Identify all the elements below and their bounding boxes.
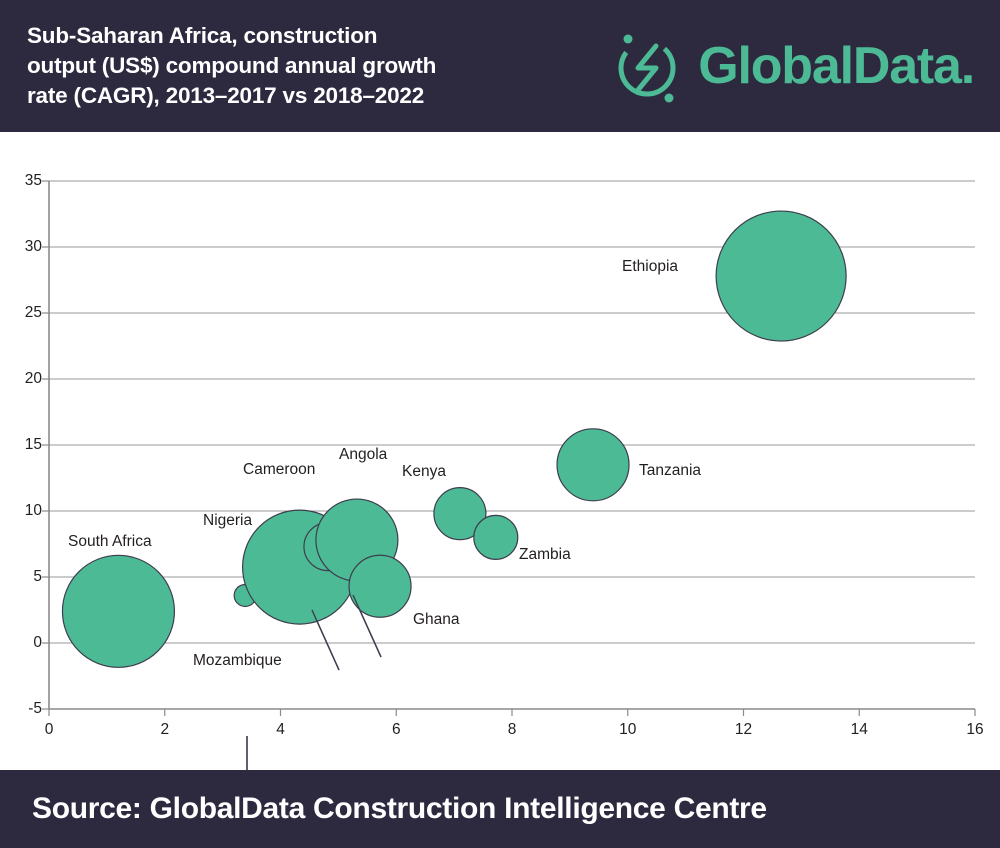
logo-wordmark: GlobalData.: [698, 37, 975, 95]
bubble-label-cameroon: Cameroon: [243, 461, 316, 478]
chart-canvas: [42, 180, 976, 770]
y-axis-tick-label: 0: [33, 634, 42, 651]
x-axis-tick-label: 10: [619, 721, 637, 738]
bubble-zambia[interactable]: [473, 514, 519, 560]
header-bar: Sub-Saharan Africa, construction output …: [0, 0, 1000, 132]
x-axis-tick-label: 2: [160, 721, 170, 738]
bubble-label-mozambique: Mozambique: [193, 652, 282, 669]
y-axis-tick-label: 30: [24, 238, 42, 255]
page-title: Sub-Saharan Africa, construction output …: [27, 23, 437, 108]
bubble-ethiopia[interactable]: [715, 210, 847, 342]
y-axis-tick-label: 5: [33, 568, 42, 585]
footer-bar: Source: GlobalData Construction Intellig…: [0, 770, 1000, 848]
globaldata-circle-slash-icon: [618, 34, 676, 103]
y-axis-tick-label: 35: [24, 172, 42, 189]
x-axis-tick-label: 4: [276, 721, 285, 738]
y-axis-tick-label: 20: [24, 370, 42, 387]
bubble-chart: -5 0 5 10 15 20 25 30 35 0 2 4 6 8 10 12 14 16 South Afric…: [0, 132, 1000, 770]
bubble-label-ethiopia: Ethiopia: [622, 258, 679, 275]
label-leader-line-overlay: [352, 594, 382, 658]
label-leader-line-overlay: [311, 609, 340, 671]
x-axis-tick-label: 6: [391, 721, 401, 738]
y-axis-tick-label: -5: [28, 700, 42, 717]
x-axis-tick-label: 16: [966, 721, 984, 738]
y-axis-tick-label: 25: [24, 304, 42, 321]
bubble-tanzania[interactable]: [556, 428, 630, 502]
x-axis-tick-label: 0: [44, 721, 54, 738]
bubble-south-africa[interactable]: [61, 554, 176, 668]
bubble-label-tanzania: Tanzania: [639, 462, 702, 479]
bubble-label-nigeria: Nigeria: [203, 512, 253, 529]
bubble-label-south-africa: South Africa: [68, 533, 152, 550]
y-axis-tick-label: 10: [24, 502, 42, 519]
bubble-label-kenya: Kenya: [402, 463, 446, 480]
x-axis-tick-label: 14: [850, 721, 868, 738]
source-text: Source: GlobalData Construction Intellig…: [32, 792, 767, 825]
y-axis-tick-label: 15: [24, 436, 42, 453]
x-axis-tick-label: 8: [507, 721, 517, 738]
globaldata-logo: GlobalData.: [612, 26, 1000, 106]
x-axis-tick-label: 12: [734, 721, 753, 738]
bubble-ghana[interactable]: [348, 554, 412, 618]
bubble-kenya[interactable]: [433, 487, 487, 541]
bubble-label-zambia: Zambia: [519, 546, 571, 563]
bubble-label-ghana: Ghana: [413, 611, 460, 628]
bubble-label-angola: Angola: [339, 446, 388, 463]
